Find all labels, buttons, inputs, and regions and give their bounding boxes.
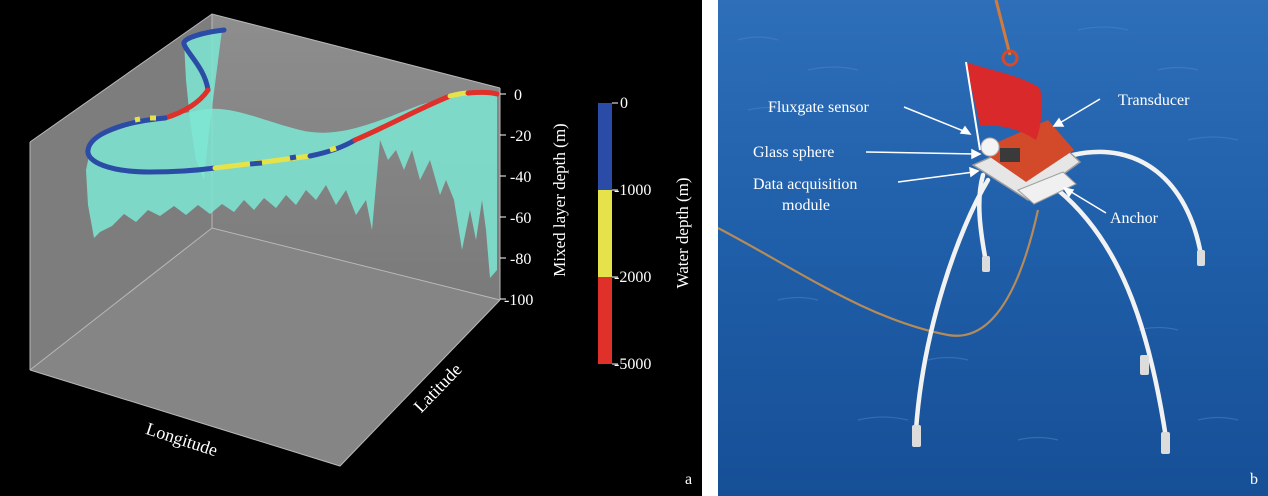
daq-module: [1000, 148, 1020, 162]
panel-b-label: b: [1250, 471, 1258, 488]
leg-feet: [912, 250, 1205, 454]
label-anchor: Anchor: [1110, 210, 1159, 227]
z-axis: 0 -20 -40 -60 -80 -100 Mixed layer depth…: [500, 87, 569, 309]
panel-a-label: a: [685, 471, 692, 488]
box-floor: [30, 228, 500, 466]
magnetometer-photo-svg: Fluxgate sensor Glass sphere Data acquis…: [718, 0, 1268, 496]
plot-3d-svg: 0 -20 -40 -60 -80 -100 Mixed layer depth…: [29, 13, 692, 488]
leg-back-right: [1070, 149, 1204, 258]
callout-arrows: [865, 98, 1107, 214]
ship-track: [85, 27, 500, 175]
support-legs: [913, 149, 1204, 441]
ship-track-accents: [134, 115, 337, 167]
colorbar: 0 -1000 -2000 -5000 Water depth (m): [598, 95, 692, 373]
tow-cable: [718, 209, 1040, 337]
colorbar-label: Water depth (m): [673, 178, 692, 289]
mld-curtain-main: [86, 93, 497, 278]
glass-sphere: [980, 137, 1000, 157]
z-tick-80: -80: [510, 251, 531, 268]
leg-front-left: [913, 177, 991, 433]
z-tick-100: -100: [504, 292, 533, 309]
leg-back-left: [977, 172, 989, 265]
label-transducer: Transducer: [1118, 92, 1190, 109]
colorbar-tick-1000: -1000: [614, 182, 651, 199]
colorbar-tick-5000: -5000: [614, 356, 651, 373]
anchor-block: [1017, 171, 1077, 205]
lift-cable: [994, 0, 1012, 56]
z-tick-60: -60: [510, 210, 531, 227]
panel-b-photo: Fluxgate sensor Glass sphere Data acquis…: [718, 0, 1268, 496]
z-tick-0: 0: [514, 87, 522, 104]
z-tick-20: -20: [510, 128, 531, 145]
colorbar-band-blue: [598, 103, 612, 190]
sea-ripples: [737, 26, 1239, 441]
z-axis-label: Mixed layer depth (m): [550, 123, 569, 276]
colorbar-band-red: [598, 277, 612, 364]
red-flag: [966, 62, 1042, 140]
colorbar-tick-0: 0: [620, 95, 628, 112]
panel-a-3d-plot: 0 -20 -40 -60 -80 -100 Mixed layer depth…: [0, 0, 702, 496]
label-glass-sphere: Glass sphere: [753, 144, 834, 161]
mld-curtain-riser: [184, 30, 222, 180]
lift-hook: [1001, 49, 1019, 67]
leg-front-right: [1055, 187, 1169, 441]
flag-pole: [965, 61, 981, 151]
instrument-housing: [980, 120, 1074, 182]
colorbar-tick-2000: -2000: [614, 269, 651, 286]
label-daq-line2: module: [782, 197, 830, 214]
label-fluxgate-sensor: Fluxgate sensor: [768, 99, 870, 116]
z-tick-40: -40: [510, 169, 531, 186]
label-daq-line1: Data acquisition: [753, 176, 857, 193]
colorbar-band-yellow: [598, 190, 612, 277]
